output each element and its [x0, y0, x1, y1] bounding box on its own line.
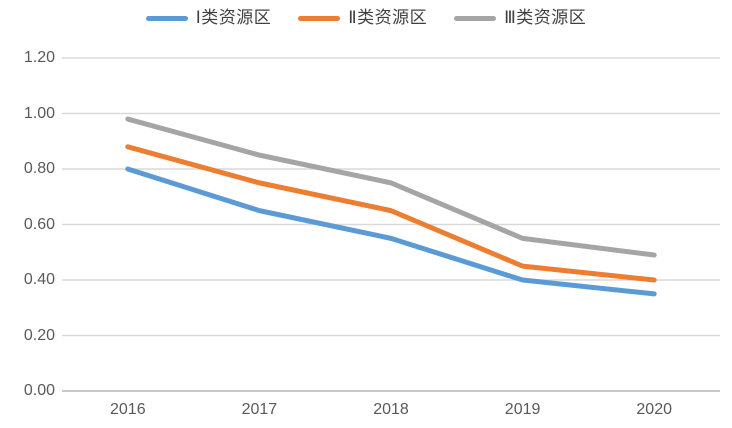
- x-tick-label: 2017: [241, 401, 278, 418]
- x-tick-label: 2019: [504, 401, 541, 418]
- x-tick-label: 2020: [636, 401, 672, 418]
- x-tick-label: 2018: [373, 401, 409, 418]
- y-tick-label: 1.00: [23, 104, 55, 122]
- legend-label: Ⅰ类资源区: [195, 8, 272, 27]
- series-line-1: [125, 166, 657, 297]
- y-tick-label: 0.00: [23, 382, 55, 399]
- legend-swatch-icon: [454, 15, 497, 21]
- legend-item: Ⅱ类资源区: [298, 7, 427, 29]
- y-tick-label: 0.40: [23, 271, 55, 288]
- legend-item: Ⅲ类资源区: [454, 7, 586, 29]
- legend-item: Ⅰ类资源区: [145, 7, 272, 29]
- series-line-3: [125, 116, 657, 258]
- y-tick-label: 0.60: [23, 215, 55, 233]
- legend-label: Ⅲ类资源区: [504, 8, 587, 27]
- series-line-2: [125, 144, 657, 283]
- chart-legend: Ⅰ类资源区 Ⅱ类资源区 Ⅲ类资源区: [0, 7, 732, 29]
- y-tick-label: 1.20: [23, 49, 55, 66]
- legend-swatch-icon: [298, 15, 341, 21]
- y-tick-label: 0.80: [23, 160, 55, 177]
- legend-swatch-icon: [145, 15, 188, 21]
- y-tick-label: 0.20: [23, 326, 55, 344]
- x-tick-label: 2016: [110, 401, 146, 418]
- gridlines: [62, 57, 720, 337]
- legend-label: Ⅱ类资源区: [348, 8, 428, 27]
